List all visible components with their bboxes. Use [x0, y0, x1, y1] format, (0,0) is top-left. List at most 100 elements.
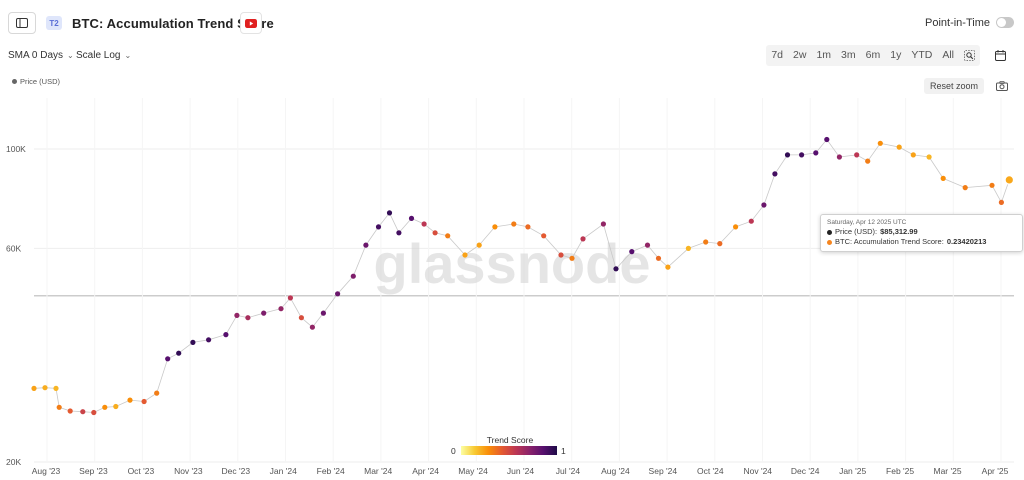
x-tick-label: May '24 [458, 466, 488, 476]
top-bar: T2 BTC: Accumulation Trend Score Point-i… [0, 0, 1024, 46]
data-point [940, 175, 946, 181]
data-point [492, 224, 498, 230]
data-point [287, 295, 293, 301]
data-point [655, 255, 662, 261]
range-button-3m[interactable]: 3m [841, 49, 856, 61]
camera-button[interactable] [994, 79, 1010, 93]
data-point [644, 242, 651, 248]
x-tick-label: Jan '24 [270, 466, 297, 476]
watermark-logo: glassnode [374, 232, 651, 295]
data-point [278, 306, 284, 312]
range-button-1y[interactable]: 1y [890, 49, 902, 61]
data-point [375, 224, 382, 230]
data-point [525, 224, 531, 230]
data-point [386, 210, 393, 216]
data-point [703, 239, 709, 245]
data-point [396, 230, 402, 236]
sidebar-icon [16, 18, 28, 28]
data-point [462, 252, 468, 258]
data-point [335, 291, 341, 297]
data-point [350, 273, 356, 279]
data-point [629, 249, 635, 255]
chevron-down-icon: ⌄ [67, 51, 74, 60]
x-axis-labels: Aug '23 Sep '23 Oct '23 Nov '23 Dec '23 Jan '… [32, 466, 1009, 476]
x-tick-label: Oct '23 [128, 466, 155, 476]
data-point [989, 182, 995, 188]
point-in-time-toggle[interactable] [996, 17, 1014, 28]
tooltip-score-row: BTC: Accumulation Trend Score: 0.2342021… [827, 237, 1016, 247]
chart-tooltip: Saturday, Apr 12 2025 UTC Price (USD): $… [820, 214, 1023, 252]
calendar-button[interactable] [988, 45, 1012, 66]
youtube-button[interactable] [240, 12, 262, 34]
tooltip-price-marker [827, 229, 832, 235]
point-in-time-label: Point-in-Time [925, 17, 990, 29]
range-button-2w[interactable]: 2w [793, 49, 807, 61]
data-point [56, 404, 62, 410]
x-tick-label: Feb '25 [886, 466, 914, 476]
data-point [569, 255, 575, 261]
y-tick-label: 60K [6, 243, 21, 253]
y-axis-labels: 20K 60K 100K [6, 144, 26, 467]
data-point [910, 152, 916, 158]
highlighted-data-point [1004, 175, 1015, 185]
range-button-ytd[interactable]: YTD [911, 49, 933, 61]
zoom-search-button[interactable] [959, 45, 980, 66]
reset-zoom-button[interactable]: Reset zoom [924, 78, 984, 94]
range-button-6m[interactable]: 6m [865, 49, 881, 61]
data-point [580, 236, 586, 242]
range-button-all[interactable]: All [942, 49, 954, 61]
range-button-7d[interactable]: 7d [771, 49, 784, 61]
calendar-icon [994, 50, 1006, 61]
chart-title: BTC: Accumulation Trend Score [72, 16, 274, 31]
data-point [80, 409, 86, 415]
x-tick-label: Sep '24 [649, 466, 678, 476]
data-point [113, 403, 119, 410]
data-point [421, 221, 427, 227]
data-point [476, 242, 482, 248]
range-button-1m[interactable]: 1m [816, 49, 832, 61]
data-point [685, 245, 692, 251]
data-point [223, 332, 229, 338]
colorbar-min-label: 0 [451, 446, 456, 456]
x-tick-label: Oct '24 [697, 466, 724, 476]
sidebar-toggle-button[interactable] [8, 12, 36, 34]
x-tick-label: Sep '23 [79, 466, 108, 476]
data-point [836, 154, 843, 160]
data-point [102, 404, 108, 410]
scale-dropdown[interactable]: Scale Log ⌄ [76, 50, 131, 61]
colorbar-title: Trend Score [486, 435, 534, 445]
data-point [363, 242, 369, 248]
colorbar-max-label: 1 [561, 446, 566, 456]
x-tick-label: Jun '24 [507, 466, 534, 476]
tooltip-price-label: Price (USD): [835, 227, 878, 236]
data-point [127, 397, 133, 403]
data-point [432, 230, 438, 236]
data-point [206, 337, 212, 343]
x-tick-label: Nov '23 [174, 466, 203, 476]
data-point [761, 202, 767, 208]
data-point [784, 152, 791, 158]
data-point [245, 315, 251, 321]
data-point [896, 144, 902, 150]
y-tick-label: 20K [6, 457, 21, 467]
data-point [165, 356, 171, 362]
data-point [865, 158, 871, 164]
data-point [261, 310, 267, 316]
data-point [408, 215, 415, 221]
tooltip-price-row: Price (USD): $85,312.99 [827, 227, 1016, 237]
data-point [42, 385, 48, 391]
data-point [320, 310, 326, 316]
data-point [962, 185, 968, 191]
chevron-down-icon: ⌄ [124, 51, 132, 60]
sma-dropdown[interactable]: SMA 0 Days ⌄ [8, 50, 74, 61]
data-point [877, 140, 883, 146]
x-tick-label: Mar '24 [364, 466, 392, 476]
data-point [91, 409, 97, 416]
sma-label: SMA 0 Days [8, 50, 64, 61]
price-legend-label[interactable]: Price (USD) [20, 77, 61, 86]
y-tick-label: 100K [6, 144, 26, 154]
x-tick-label: Aug '24 [601, 466, 630, 476]
x-tick-label: Aug '23 [32, 466, 61, 476]
tooltip-score-marker [827, 239, 832, 245]
